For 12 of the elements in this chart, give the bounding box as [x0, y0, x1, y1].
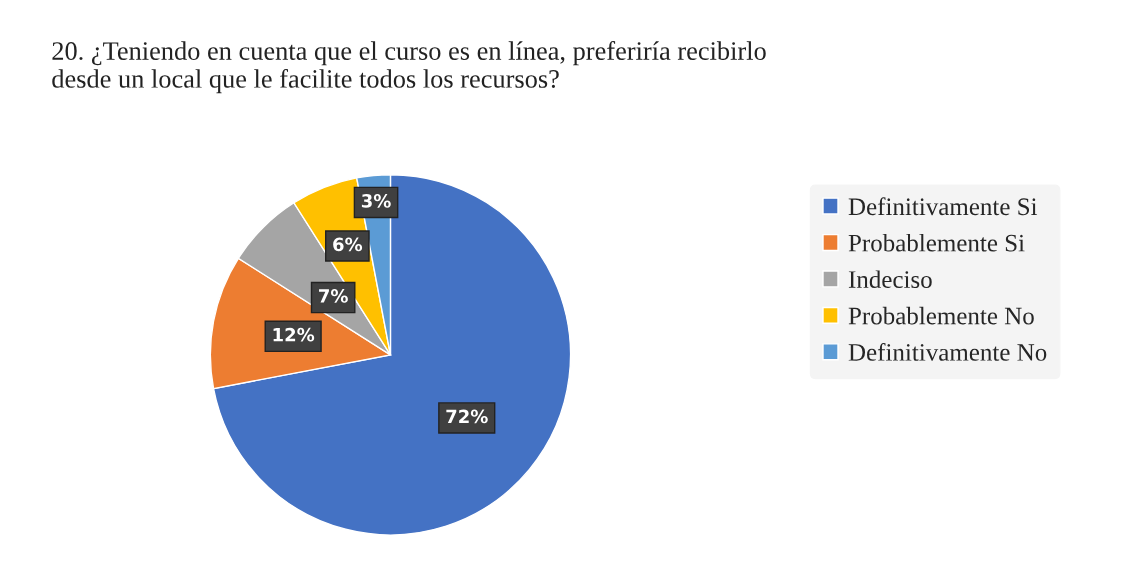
data-label: 7%: [319, 289, 348, 303]
data-label: 3%: [361, 194, 391, 208]
data-label: 6%: [333, 237, 363, 252]
legend-label: Definitivamente No: [848, 343, 1047, 361]
pie-slice: [212, 174, 572, 536]
data-label: 72%: [446, 409, 488, 424]
legend-label: Probablemente No: [848, 306, 1034, 325]
legend-label: Probablemente Si: [848, 234, 1025, 252]
data-label: 12%: [273, 327, 315, 342]
legend-label: Indeciso: [848, 270, 932, 289]
chart-title: 20. ¿Teniendo en cuenta que el curso es en línea, preferiría recibirlo desde un local que le facilite todos los recursos?: [52, 41, 766, 94]
legend-label: Definitivamente Si: [848, 197, 1038, 216]
